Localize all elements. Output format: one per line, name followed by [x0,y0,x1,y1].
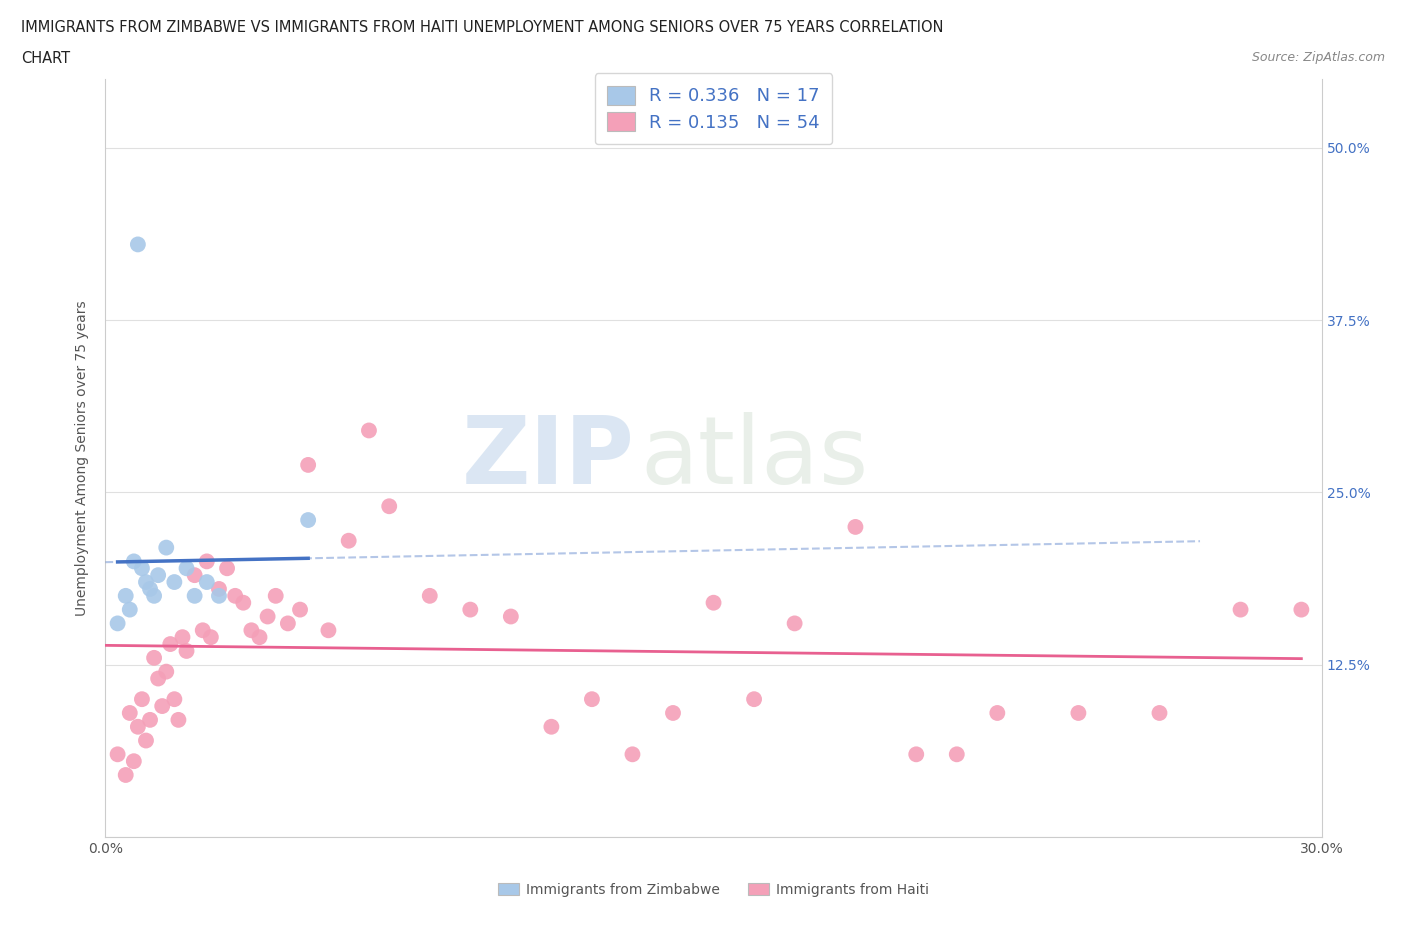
Point [378,498,401,513]
Point [176,644,198,658]
Point [208,581,231,596]
Point [256,609,278,624]
Point [146,567,169,582]
Point [163,575,186,590]
Point [176,561,198,576]
Point [107,616,129,631]
Point [240,623,263,638]
Point [621,747,644,762]
Point [499,609,522,624]
Text: IMMIGRANTS FROM ZIMBABWE VS IMMIGRANTS FROM HAITI UNEMPLOYMENT AMONG SENIORS OVE: IMMIGRANTS FROM ZIMBABWE VS IMMIGRANTS F… [21,20,943,35]
Point [337,533,360,548]
Point [191,623,214,638]
Point [224,589,246,604]
Point [249,630,271,644]
Point [277,616,299,631]
Point [581,692,603,707]
Point [200,630,222,644]
Point [783,616,806,631]
Point [155,540,177,555]
Point [122,753,145,768]
Point [150,698,173,713]
Point [419,589,441,604]
Point [167,712,190,727]
Point [357,423,380,438]
Point [127,719,149,734]
Point [742,692,765,707]
Point [122,554,145,569]
Point [107,747,129,762]
Y-axis label: Unemployment Among Seniors over 75 years: Unemployment Among Seniors over 75 years [76,300,90,616]
Point [143,650,166,665]
Text: ZIP: ZIP [461,412,634,504]
Point [118,603,141,618]
Point [905,747,928,762]
Point [232,595,254,610]
Point [114,589,136,604]
Point [945,747,967,762]
Point [135,733,157,748]
Point [195,575,218,590]
Point [458,603,481,618]
Text: Source: ZipAtlas.com: Source: ZipAtlas.com [1251,51,1385,64]
Point [183,567,205,582]
Point [118,706,141,721]
Point [183,589,205,604]
Point [172,630,194,644]
Point [297,512,319,527]
Point [844,520,866,535]
Point [131,561,153,576]
Point [139,712,162,727]
Point [195,554,218,569]
Point [139,581,162,596]
Point [114,767,136,782]
Point [986,706,1008,721]
Text: CHART: CHART [21,51,70,66]
Point [131,692,153,707]
Point [146,671,169,686]
Point [155,664,177,679]
Point [163,692,186,707]
Point [159,637,181,652]
Point [318,623,340,638]
Point [662,706,685,721]
Point [1067,706,1090,721]
Point [127,237,149,252]
Point [143,589,166,604]
Point [135,575,157,590]
Point [208,589,231,604]
Text: atlas: atlas [641,412,869,504]
Point [1291,603,1313,618]
Point [264,589,287,604]
Point [288,603,311,618]
Point [1229,603,1251,618]
Point [702,595,725,610]
Point [540,719,562,734]
Point [217,561,239,576]
Point [297,458,319,472]
Legend: Immigrants from Zimbabwe, Immigrants from Haiti: Immigrants from Zimbabwe, Immigrants fro… [494,877,934,902]
Point [1149,706,1171,721]
